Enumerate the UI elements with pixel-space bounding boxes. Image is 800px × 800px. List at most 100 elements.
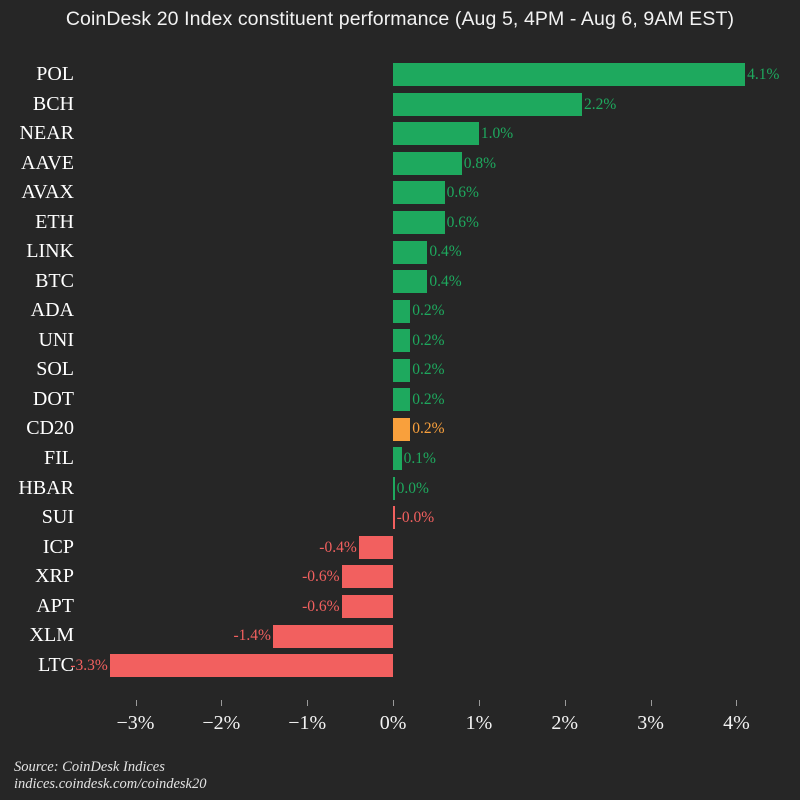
x-tick-label: 2% [551,712,579,734]
bar-icp [358,535,394,559]
category-label-sui: SUI [41,506,74,529]
bar-row: LTC -3.3% [38,651,788,681]
bar-fil [393,447,402,471]
value-label-xlm: -1.4% [233,627,271,645]
x-tick-mark [736,700,738,706]
bar-xlm [272,624,394,648]
bar-sui [393,506,395,530]
value-label-ada: 0.2% [412,302,445,320]
bar-row: BTC 0.4% [35,267,788,297]
source-note: Source: CoinDesk Indices indices.coindes… [14,759,206,793]
bar-row: FIL 0.1% [44,444,788,474]
bar-hbar [393,476,395,500]
bar-row: BCH 2.2% [33,90,788,120]
bar-row: CD20 0.2% [26,414,788,444]
bar-aave [393,151,462,175]
bar-bch [393,92,582,116]
category-label-icp: ICP [42,535,74,558]
x-tick-label: 1% [465,712,493,734]
value-label-icp: -0.4% [319,538,357,556]
bar-row: ICP -0.4% [43,533,788,563]
bar-row: POL 4.1% [36,60,788,90]
category-label-hbar: HBAR [18,476,74,499]
value-label-hbar: 0.0% [396,479,429,497]
source-line-1: Source: CoinDesk Indices [14,759,165,775]
bar-row: AVAX 0.6% [21,178,788,208]
value-label-cd20: 0.2% [412,420,445,438]
bar-near [393,122,479,146]
x-tick-label: −3% [116,712,155,734]
category-label-near: NEAR [19,122,74,145]
category-label-dot: DOT [32,387,74,410]
page-title: CoinDesk 20 Index constituent performanc… [65,8,735,30]
value-label-fil: 0.1% [403,450,436,468]
value-label-apt: -0.6% [302,597,340,615]
bar-row: AAVE 0.8% [21,149,788,179]
x-tick-mark [650,700,652,706]
value-label-link: 0.4% [429,243,462,261]
value-label-pol: 4.1% [747,66,780,83]
category-label-bch: BCH [32,92,74,115]
bar-row: ETH 0.6% [35,208,788,238]
x-tick-mark [221,700,223,706]
bar-avax [393,181,445,205]
bar-sol [393,358,411,382]
bar-link [393,240,428,264]
bar-apt [341,595,394,619]
x-tick-label: −2% [202,712,241,734]
x-tick-label: 3% [637,712,664,734]
bar-dot [393,388,411,412]
value-label-dot: 0.2% [412,390,445,408]
bar-row: SOL 0.2% [36,355,788,385]
value-label-bch: 2.2% [583,95,617,113]
bar-cd20 [393,417,411,441]
bar-row: ADA 0.2% [31,296,788,326]
x-tick-mark [478,700,480,706]
value-label-sol: 0.2% [412,361,445,379]
bar-row: SUI -0.0% [42,503,788,533]
x-tick-mark [135,700,137,706]
value-label-btc: 0.4% [429,272,462,290]
x-tick-label: 4% [723,712,750,734]
bar-row: DOT 0.2% [33,385,788,415]
x-axis: −3% −2% −1% 0% 1% 2% 3% 4% [84,700,788,750]
bar-row: UNI 0.2% [38,326,788,356]
value-label-avax: 0.6% [446,184,479,202]
category-label-xlm: XLM [29,624,74,647]
category-label-apt: APT [36,594,74,617]
bar-row: LINK 0.4% [26,237,788,267]
category-label-avax: AVAX [21,181,74,204]
category-label-uni: UNI [38,328,74,351]
bar-xrp [341,565,394,589]
bar-row: HBAR 0.0% [18,474,788,504]
bar-ada [393,299,411,323]
value-label-near: 1.0% [480,125,514,143]
category-label-fil: FIL [44,447,74,470]
category-label-pol: POL [36,63,74,85]
source-line-2: indices.coindesk.com/coindesk20 [14,776,207,792]
value-label-eth: 0.6% [446,213,479,231]
value-label-sui: -0.0% [396,509,435,527]
value-label-xrp: -0.6% [302,568,340,586]
plot-area: POL 4.1% BCH 2.2% NEAR 1.0% AAVE 0.8% AVAX 0.6% ET… [18,60,788,700]
value-label-ltc: -3.3% [70,656,108,674]
x-tick-mark [393,700,395,706]
category-label-cd20: CD20 [26,417,74,440]
category-label-ada: ADA [30,299,74,322]
category-label-btc: BTC [35,269,74,292]
category-label-sol: SOL [36,358,74,381]
category-label-link: LINK [26,240,74,263]
bar-pol [393,63,746,87]
bar-row: NEAR 1.0% [20,119,788,149]
category-label-ltc: LTC [38,653,74,676]
bar-ltc [109,654,394,678]
bar-row: XLM -1.4% [30,621,788,651]
x-tick-label: −1% [288,712,327,734]
bar-btc [393,270,428,294]
x-tick-label: 0% [379,712,407,734]
x-tick-mark [564,700,566,706]
bar-row: XRP -0.6% [35,562,788,592]
bar-eth [393,210,445,234]
bar-uni [393,329,411,353]
